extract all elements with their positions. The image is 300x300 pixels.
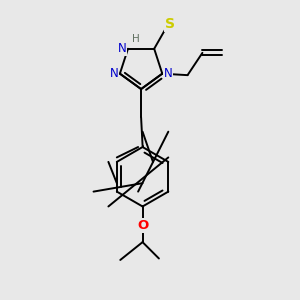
Text: N: N — [110, 67, 118, 80]
Text: S: S — [165, 17, 175, 32]
Text: H: H — [132, 34, 140, 44]
Text: N: N — [118, 42, 127, 55]
Text: N: N — [164, 67, 172, 80]
Text: O: O — [137, 219, 148, 232]
